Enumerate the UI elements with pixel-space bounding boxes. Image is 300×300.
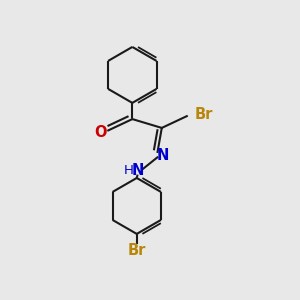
Text: N: N [132, 163, 144, 178]
Text: H: H [124, 164, 134, 177]
Text: N: N [157, 148, 169, 163]
Text: Br: Br [194, 107, 212, 122]
Text: O: O [94, 125, 107, 140]
Text: Br: Br [128, 244, 146, 259]
